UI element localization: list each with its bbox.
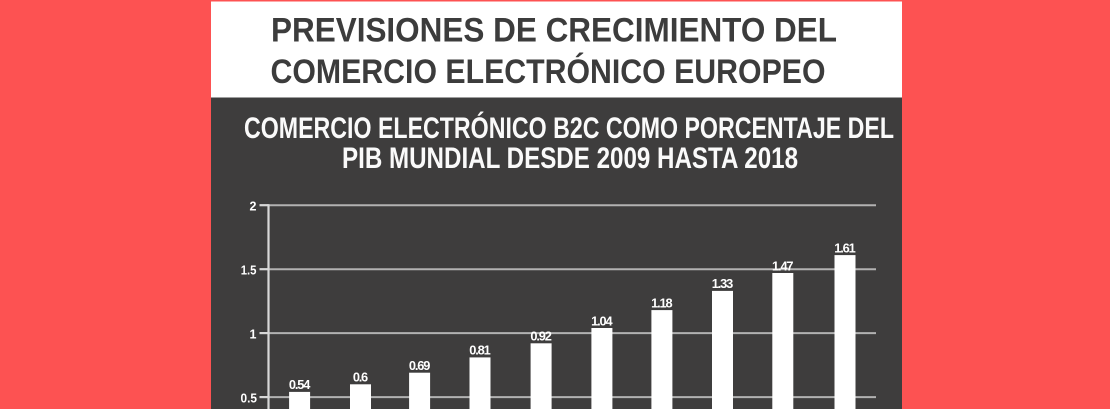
svg-text:1.5: 1.5 <box>241 264 257 278</box>
svg-text:0.81: 0.81 <box>469 343 491 358</box>
svg-text:1.04: 1.04 <box>591 313 613 328</box>
svg-text:COMERCIO ELECTRÓNICO EUROPEO: COMERCIO ELECTRÓNICO EUROPEO <box>271 53 826 91</box>
svg-text:0.54: 0.54 <box>289 377 311 392</box>
svg-text:0.6: 0.6 <box>353 370 368 385</box>
svg-text:1.61: 1.61 <box>834 240 856 255</box>
svg-text:1: 1 <box>250 328 257 342</box>
svg-text:COMERCIO ELECTRÓNICO B2C COMO: COMERCIO ELECTRÓNICO B2C COMO PORCENTAJE… <box>244 111 894 145</box>
svg-text:0.92: 0.92 <box>530 329 552 344</box>
svg-text:1.47: 1.47 <box>772 258 794 273</box>
svg-text:PIB MUNDIAL DESDE 2009 HASTA 2: PIB MUNDIAL DESDE 2009 HASTA 2018 <box>342 142 798 175</box>
svg-text:1.18: 1.18 <box>651 295 673 310</box>
svg-text:PREVISIONES DE CRECIMIENTO DEL: PREVISIONES DE CRECIMIENTO DEL <box>271 12 837 50</box>
svg-text:0.5: 0.5 <box>241 392 258 406</box>
svg-text:2: 2 <box>250 200 257 214</box>
svg-text:0.69: 0.69 <box>409 358 431 373</box>
svg-text:1.33: 1.33 <box>712 276 734 291</box>
